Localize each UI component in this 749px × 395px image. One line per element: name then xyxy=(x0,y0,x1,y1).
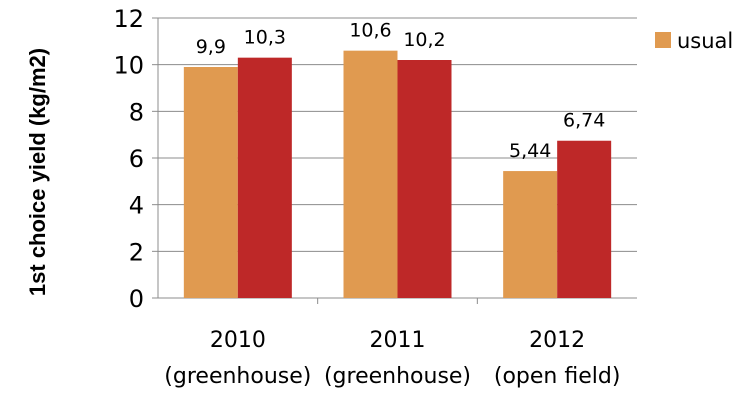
y-tick-label: 12 xyxy=(113,5,144,33)
y-tick-labels: 0 2 4 6 8 10 12 xyxy=(113,5,144,313)
y-tick-label: 10 xyxy=(113,52,144,80)
category-labels: 2010 (greenhouse) 2011 (greenhouse) 2012 (ope… xyxy=(164,328,620,389)
data-label: 5,44 xyxy=(509,140,551,162)
bar-series2-cat1 xyxy=(237,57,292,298)
data-labels: 9,9 10,3 10,6 10,2 5,44 6,74 xyxy=(196,20,606,162)
bars xyxy=(183,50,612,298)
bar-series1-cat1 xyxy=(183,67,238,298)
y-axis-label: 1st choice yield (kg/m2) xyxy=(25,48,50,296)
category-year-label: 2010 xyxy=(210,328,266,353)
data-label: 10,3 xyxy=(244,27,286,49)
y-tick-label: 2 xyxy=(129,238,144,266)
y-tick-label: 0 xyxy=(129,285,144,313)
bar-series2-cat2 xyxy=(397,60,452,298)
bar-series1-cat2 xyxy=(343,50,398,298)
legend: usual xyxy=(655,29,733,53)
category-type-label: (greenhouse) xyxy=(324,364,471,389)
bar-series2-cat3 xyxy=(557,140,612,298)
legend-swatch-usual xyxy=(655,32,671,48)
category-type-label: (greenhouse) xyxy=(164,364,311,389)
data-label: 10,6 xyxy=(349,20,391,42)
data-label: 6,74 xyxy=(563,110,605,132)
y-tick-label: 6 xyxy=(129,145,144,173)
y-tick-label: 8 xyxy=(129,98,144,126)
category-year-label: 2012 xyxy=(529,328,585,353)
category-type-label: (open field) xyxy=(494,364,621,389)
bar-series1-cat3 xyxy=(503,171,558,298)
data-label: 9,9 xyxy=(196,36,226,58)
category-year-label: 2011 xyxy=(370,328,426,353)
data-label: 10,2 xyxy=(403,29,445,51)
y-tick-label: 4 xyxy=(129,192,144,220)
legend-label-usual: usual xyxy=(677,29,733,53)
